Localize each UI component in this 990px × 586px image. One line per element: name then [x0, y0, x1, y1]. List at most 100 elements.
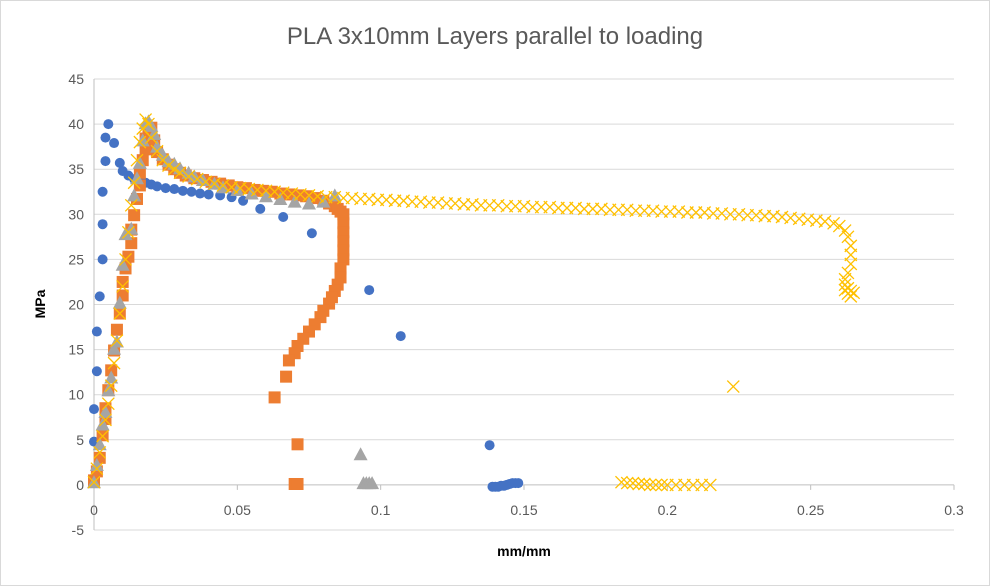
data-point — [287, 194, 302, 208]
data-point — [327, 188, 342, 202]
data-point — [100, 132, 111, 143]
data-point — [95, 417, 110, 431]
data-point — [844, 257, 858, 271]
y-tick-label: 25 — [68, 251, 84, 267]
data-point — [144, 131, 158, 145]
data-point — [103, 119, 114, 130]
plot-area — [87, 113, 861, 492]
data-point — [93, 445, 107, 459]
data-point — [632, 477, 646, 491]
data-point — [841, 230, 855, 244]
data-point — [133, 135, 147, 149]
data-series — [89, 119, 524, 492]
data-point — [337, 226, 350, 239]
data-point — [199, 175, 213, 189]
data-point — [207, 177, 221, 191]
data-point — [818, 215, 832, 228]
data-point — [838, 283, 852, 297]
data-point — [107, 356, 121, 370]
data-point — [302, 196, 316, 210]
data-point — [844, 239, 858, 253]
data-point — [334, 262, 347, 275]
chart-title: PLA 3x10mm Layers parallel to loading — [287, 23, 703, 50]
data-point — [615, 475, 628, 489]
data-point — [177, 185, 188, 196]
data-point — [244, 186, 259, 200]
data-point — [121, 225, 135, 239]
data-point — [484, 440, 495, 451]
data-point — [278, 212, 289, 223]
data-point — [182, 169, 196, 183]
data-point — [130, 153, 144, 167]
x-tick-label: 0.1 — [371, 502, 391, 518]
data-point — [364, 285, 375, 296]
y-tick-label: 30 — [68, 206, 84, 222]
data-point — [128, 209, 141, 222]
data-point — [337, 208, 350, 221]
data-point — [125, 237, 138, 250]
y-tick-label: 40 — [68, 116, 84, 132]
data-point — [91, 366, 102, 377]
data-point — [150, 139, 165, 153]
data-point — [626, 476, 640, 490]
data-point — [162, 159, 175, 173]
data-series — [87, 113, 861, 492]
y-tick-label: 0 — [76, 477, 84, 493]
data-point — [513, 478, 524, 489]
data-point — [844, 248, 858, 262]
gridlines — [94, 78, 954, 531]
data-point — [255, 203, 266, 214]
data-point — [203, 189, 214, 200]
data-point — [150, 144, 164, 158]
data-point — [89, 458, 104, 472]
x-tick-label: 0.2 — [658, 502, 678, 518]
data-point — [353, 447, 368, 461]
data-point — [273, 191, 288, 205]
data-point — [97, 186, 108, 197]
data-point — [114, 157, 125, 168]
data-point — [655, 478, 669, 492]
data-point — [649, 478, 663, 492]
data-point — [306, 228, 317, 239]
data-point — [116, 289, 129, 302]
data-point — [395, 331, 406, 342]
y-tick-label: 5 — [76, 432, 84, 448]
data-point — [337, 235, 350, 248]
data-point — [337, 217, 350, 230]
y-tick-label: 20 — [68, 297, 84, 313]
data-point — [104, 379, 118, 393]
data-point — [130, 171, 144, 185]
data-point — [112, 295, 127, 309]
data-point — [96, 429, 110, 443]
data-point — [90, 462, 104, 476]
data-point — [116, 275, 129, 288]
data-point — [92, 437, 107, 451]
data-point — [282, 354, 295, 367]
data-point — [832, 219, 846, 233]
data-point — [110, 323, 123, 336]
data-point — [109, 138, 120, 149]
data-point — [99, 413, 112, 427]
data-point — [169, 184, 180, 195]
data-point — [142, 117, 155, 131]
data-point — [94, 291, 105, 302]
data-point — [105, 364, 118, 377]
data-point — [703, 478, 717, 492]
data-point — [365, 476, 380, 490]
data-point — [230, 182, 245, 196]
data-point — [101, 397, 115, 411]
data-point — [280, 370, 293, 383]
data-point — [139, 143, 152, 156]
x-tick-label: 0 — [90, 502, 98, 518]
data-point — [291, 438, 304, 451]
data-point — [337, 253, 350, 266]
y-tick-label: -5 — [72, 522, 85, 538]
data-point — [173, 166, 187, 180]
y-tick-label: 10 — [68, 387, 84, 403]
data-point — [116, 280, 130, 293]
data-point — [87, 475, 101, 489]
y-tick-label: 45 — [68, 71, 84, 87]
x-tick-label: 0.15 — [510, 502, 537, 518]
x-axis-title: mm/mm — [497, 543, 551, 559]
